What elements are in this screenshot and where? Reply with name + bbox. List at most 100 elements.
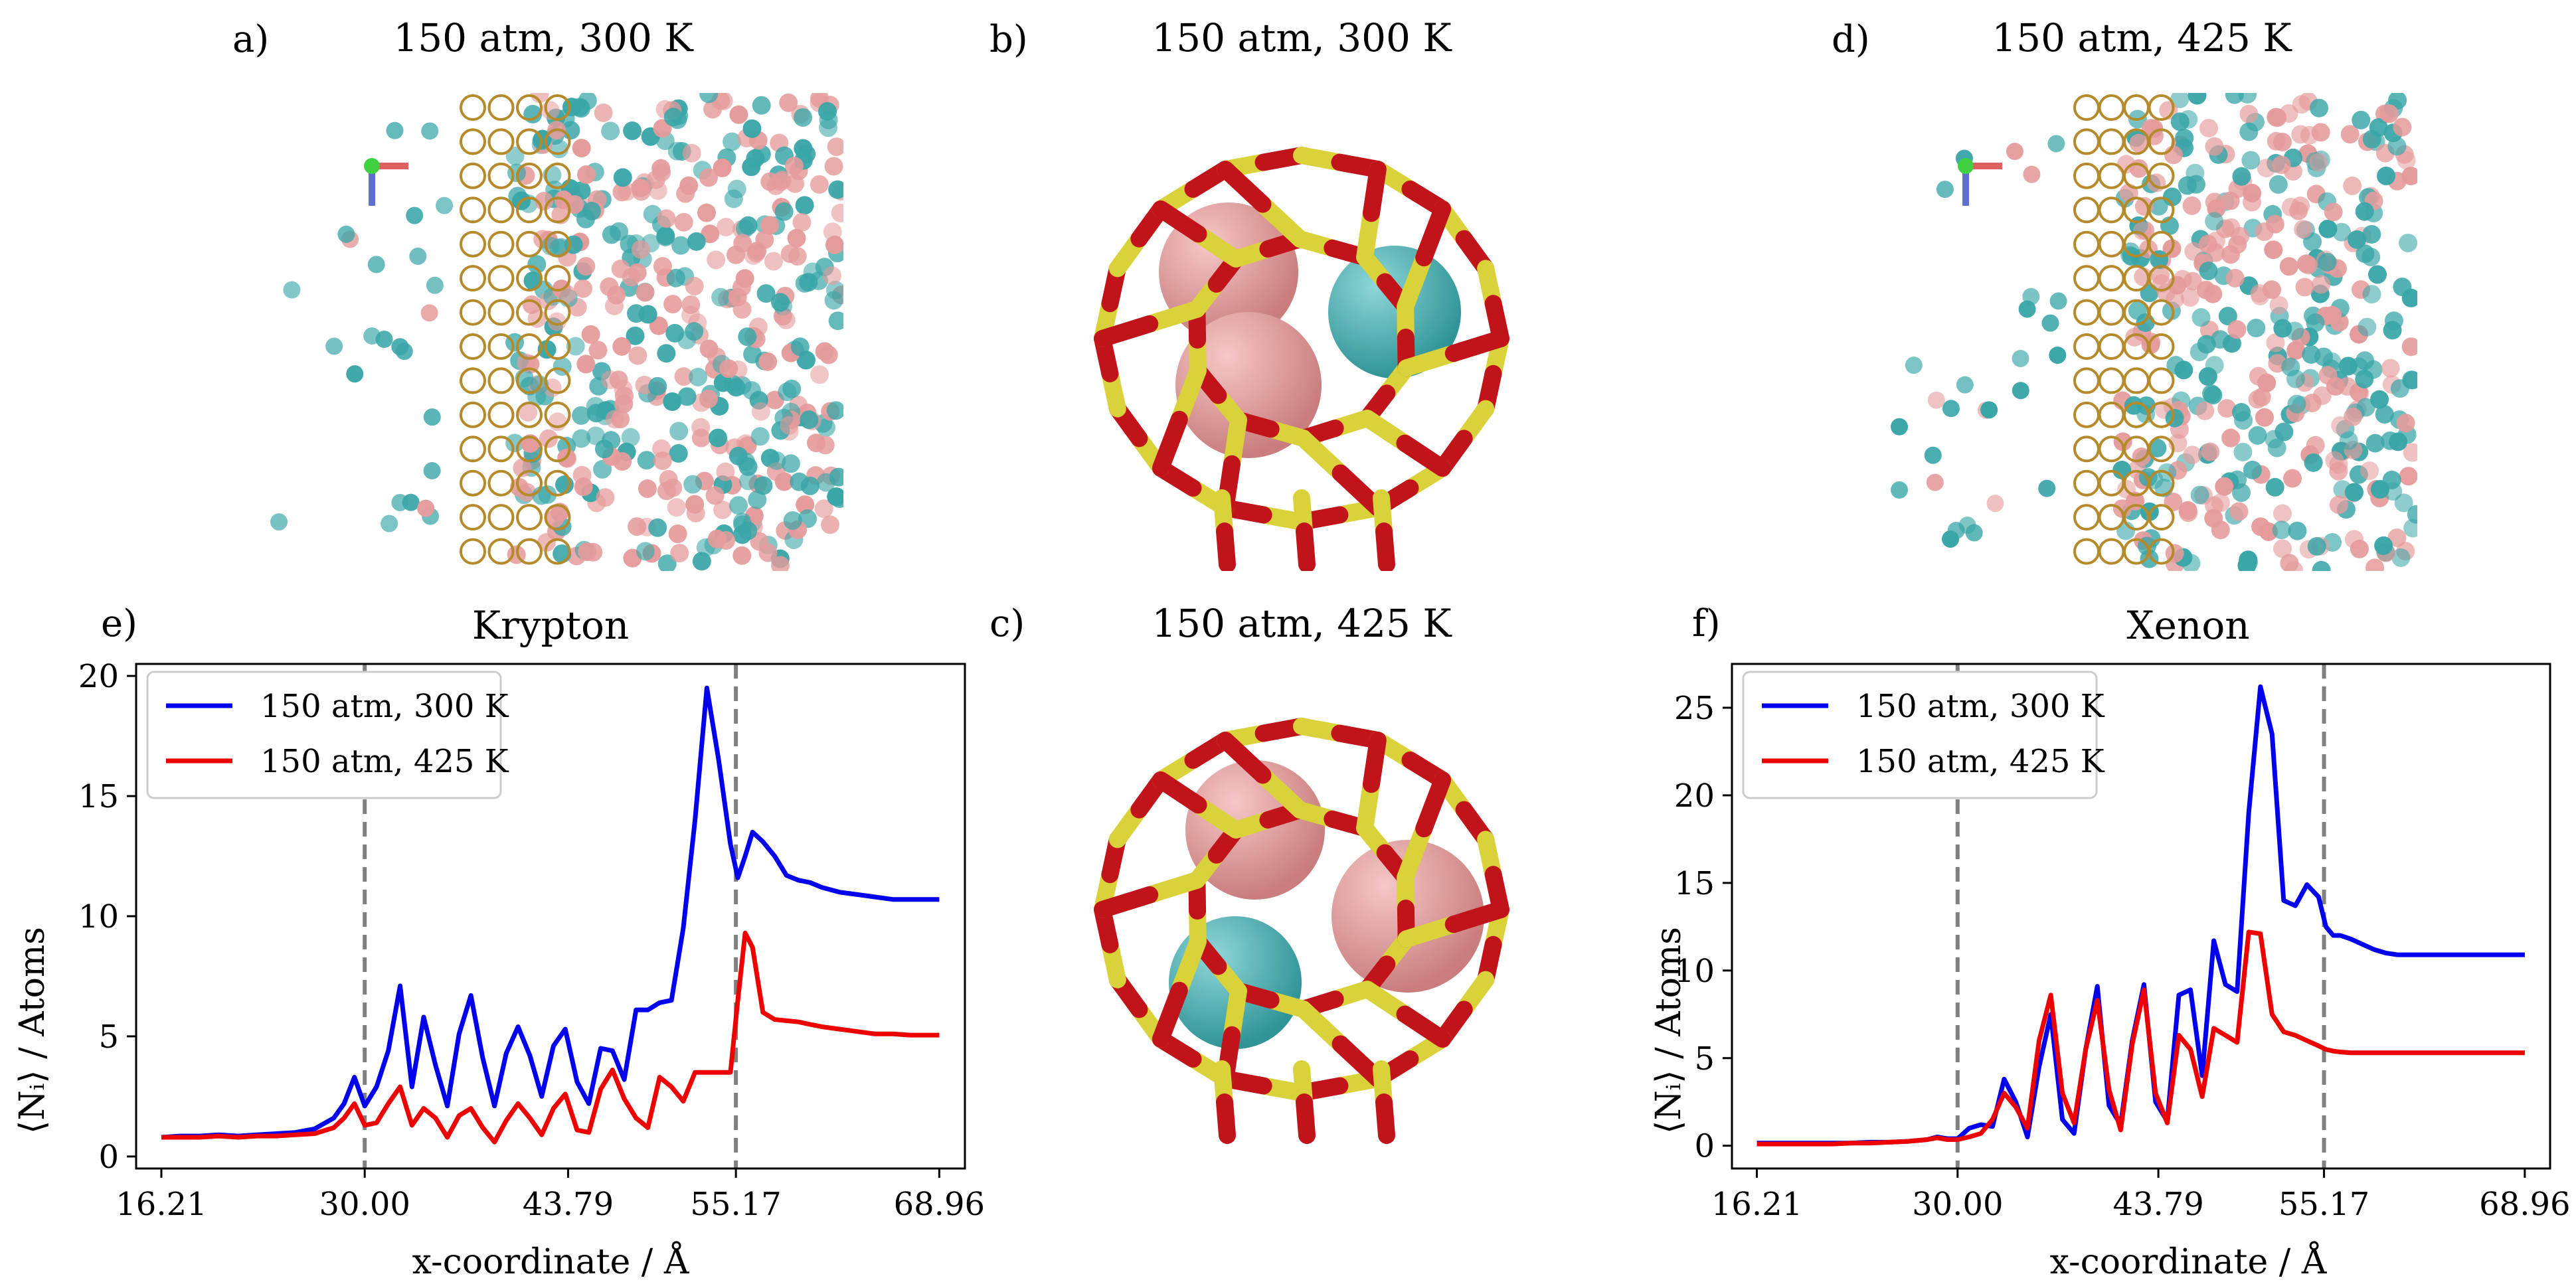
framework-ring [487,128,515,155]
framework-ring [544,265,571,292]
bulk-atom [774,202,794,221]
framework-ring [516,333,543,360]
bulk-atom [2265,214,2284,234]
bulk-atom [697,203,716,222]
bulk-atom [746,149,765,168]
framework-bond [1415,771,1452,838]
bulk-atom [2272,155,2291,175]
bulk-atom [2394,493,2413,513]
bulk-atom [572,139,591,158]
bulk-atom [505,146,525,165]
bulk-atom [2399,233,2417,252]
framework-bond [1170,933,1207,999]
bulk-atom [628,517,647,536]
bulk-atom [2362,129,2381,149]
framework-ring [460,128,486,155]
bulk-atom [631,240,650,259]
bulk-atom [2162,187,2182,206]
bulk-atom [2356,244,2375,264]
x-tick-label: 55.17 [2278,1186,2369,1223]
framework-ring [460,299,486,326]
bulk-atom [2232,403,2251,422]
framework-ring [460,94,486,121]
bulk-atom [2196,280,2215,299]
framework-ring [516,367,543,394]
bulk-atom [2306,313,2325,333]
bulk-atom [601,121,620,141]
legend: 150 atm, 300 K 150 atm, 425 K [1742,671,2105,799]
bulk-atom [2182,554,2201,571]
bulk-atom [517,483,537,502]
bulk-atom [758,352,778,371]
panel-label-f: f) [1692,602,1721,645]
framework-ring [2148,504,2175,531]
gas-atom [1936,181,1954,199]
bulk-atom [573,279,592,298]
bulk-atom [2294,220,2313,239]
bulk-atom [611,259,630,278]
bulk-atom [2184,242,2203,261]
bulk-atom [2239,104,2259,123]
bulk-atom [2239,122,2259,141]
bulk-atom [2247,319,2266,338]
bulk-atom [2140,549,2159,568]
bulk-atom [2229,502,2249,521]
bulk-atom [576,257,596,276]
bulk-atom [750,427,770,446]
gas-atom [270,513,288,531]
bulk-atom [663,108,683,127]
legend-label-300K: 150 atm, 300 K [260,688,509,725]
bulk-atom [562,98,581,117]
panel-label-c: c) [989,602,1025,645]
bulk-atom [631,178,650,197]
bulk-atom [815,342,834,361]
bulk-atom [818,102,837,121]
bulk-atom [2225,93,2244,104]
bulk-atom [709,428,728,447]
bulk-atom [637,451,656,470]
bulk-atom [576,355,596,374]
framework-ring [516,469,543,497]
framework-ring [2098,265,2125,292]
bulk-atom [586,404,606,423]
bulk-atom [795,196,814,215]
bulk-atom [545,509,564,528]
framework-ring [460,230,486,258]
gas-atom [423,408,441,426]
bulk-atom [824,291,843,310]
bulk-atom [738,471,758,491]
bulk-atom [2399,467,2417,486]
bulk-atom [657,209,676,228]
x-tick-label: 16.21 [1711,1186,1802,1223]
bulk-atom [732,546,752,565]
bulk-atom [576,209,596,228]
framework-ring [2073,367,2100,394]
bulk-atom [2331,416,2350,435]
bulk-atom [527,255,547,274]
framework-ring [2148,230,2175,258]
bulk-atom [2312,275,2331,294]
bulk-atom [2403,443,2417,462]
bulk-atom [626,326,645,345]
x-tick-label: 16.21 [116,1186,207,1223]
bulk-atom [2343,176,2362,195]
legend-label-425K: 150 atm, 425 K [260,743,509,780]
framework-ring [2073,265,2100,292]
framework-ring [2148,128,2175,155]
bulk-atom [2356,398,2375,417]
framework-bond [1331,464,1387,517]
framework-ring [2148,401,2175,428]
framework-ring [460,469,486,497]
bulk-atom [2183,445,2202,465]
gas-atom [1947,521,1965,539]
bulk-atom [751,402,770,421]
bulk-atom [2211,521,2230,540]
x-tick-label: 55.17 [690,1186,781,1223]
framework-bond [1094,315,1159,347]
gas-atom [1980,401,1998,419]
bulk-atom [674,367,693,386]
bulk-atom [2243,193,2262,212]
bulk-atom [2191,308,2211,327]
bulk-atom [2318,366,2338,385]
bulk-atom [2202,384,2221,404]
